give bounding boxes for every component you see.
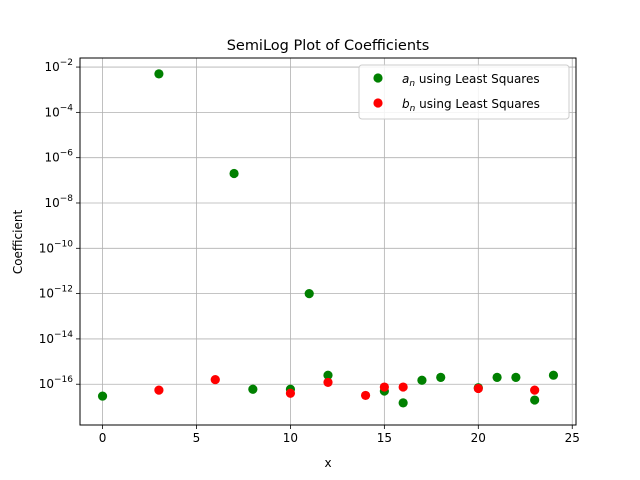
y-axis-ticks: 10−16 10−14 10−12 10−10 10−8 10−6 10−4 10−2	[39, 58, 80, 391]
series-a-point	[229, 168, 239, 179]
y-tick-label: 10−2	[44, 58, 73, 74]
x-axis-ticks: 0 5 10 15 20 25	[99, 425, 580, 445]
grid-lines	[80, 58, 576, 425]
series-b-point	[360, 390, 371, 401]
x-tick-label: 0	[99, 431, 107, 445]
series-a-point	[323, 370, 333, 380]
series-a-point	[417, 375, 427, 385]
y-tick-label: 10−12	[39, 285, 73, 301]
x-tick-label: 20	[471, 431, 486, 445]
series-a-point	[436, 372, 446, 383]
plot-frame	[79, 57, 577, 426]
series-b-point	[530, 385, 540, 395]
legend-entry-a-marker	[373, 73, 383, 83]
series-a-point	[248, 384, 258, 394]
series-a-point	[530, 395, 540, 405]
y-tick-label: 10−14	[39, 330, 74, 346]
x-axis-label: x	[324, 456, 331, 470]
x-tick-label: 10	[283, 431, 298, 445]
series-a-point	[97, 391, 108, 401]
series-b-point	[285, 388, 296, 398]
y-tick-label: 10−6	[44, 149, 73, 165]
series-a-point	[511, 372, 521, 383]
y-tick-label: 10−10	[39, 239, 74, 255]
series-a-point	[492, 372, 502, 383]
y-axis-label: Coefficient	[11, 210, 25, 275]
x-tick-label: 5	[193, 431, 201, 445]
series-b-point	[323, 377, 333, 388]
legend-entry-b-marker	[373, 98, 383, 108]
series-a-point	[398, 398, 408, 408]
y-tick-label: 10−4	[44, 103, 73, 119]
series-a-point	[548, 370, 559, 380]
series-a-point	[304, 289, 314, 299]
x-tick-label: 15	[377, 431, 392, 445]
chart-title: SemiLog Plot of Coefficients	[227, 38, 430, 54]
legend-entry-a-label: an using Least Squares	[402, 72, 540, 89]
series-b-point	[473, 383, 483, 394]
y-tick-label: 10−16	[39, 375, 74, 391]
legend: an using Least Squares bn using Least Squ…	[358, 64, 570, 120]
y-tick-label: 10−8	[44, 194, 73, 210]
data-points	[97, 69, 559, 408]
series-b-point	[398, 382, 408, 392]
series-a-point	[154, 69, 164, 79]
legend-entry-b-label: bn using Least Squares	[402, 97, 540, 114]
legend-box	[358, 64, 570, 120]
x-tick-label: 25	[565, 431, 580, 445]
series-b-point	[379, 382, 389, 392]
series-b-point	[210, 374, 220, 385]
series-b-point	[154, 385, 164, 395]
